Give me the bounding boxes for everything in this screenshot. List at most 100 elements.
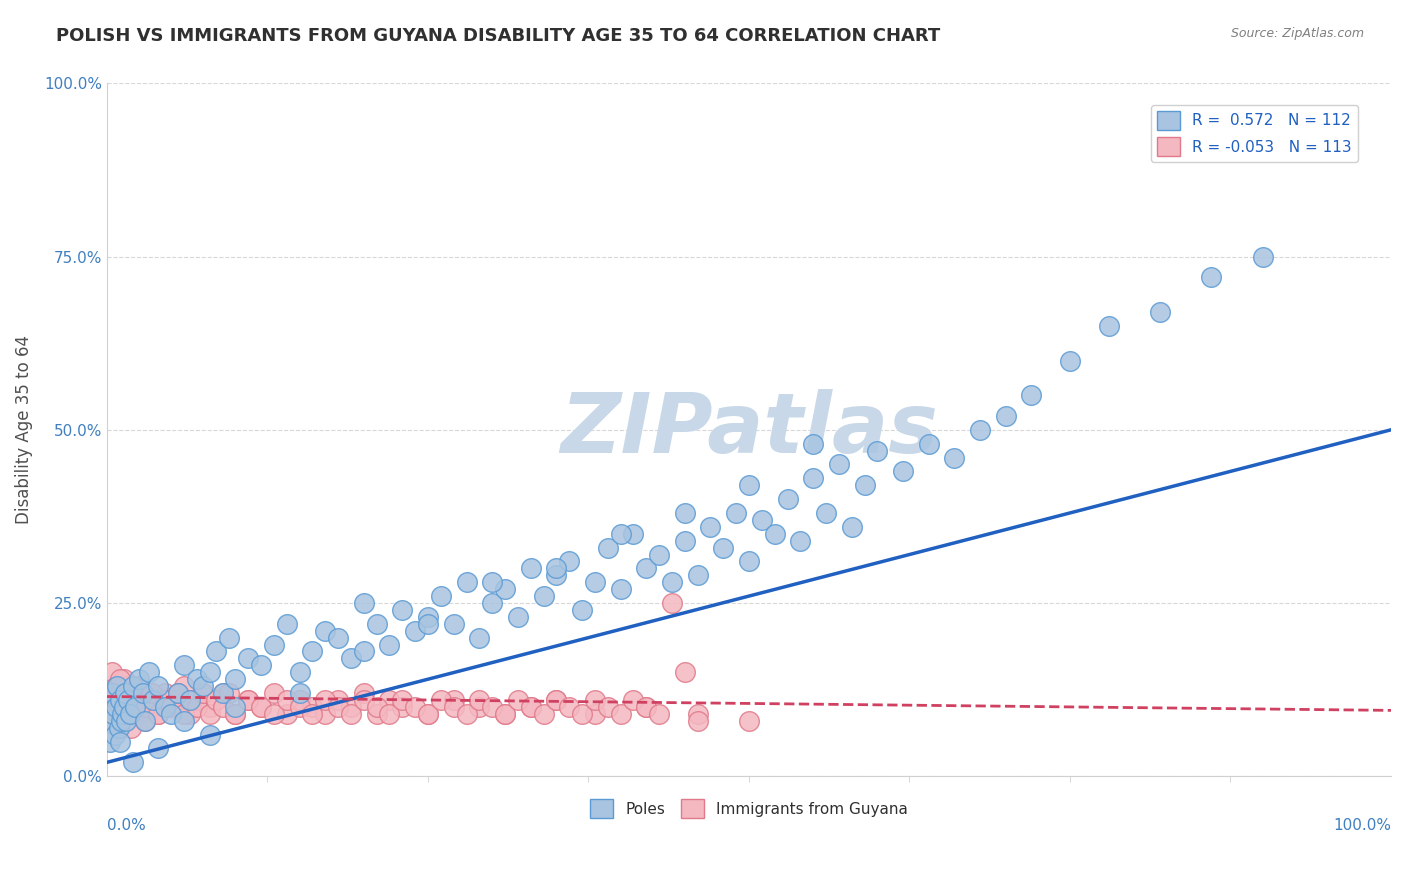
Point [686,706,709,721]
Point [456,575,478,590]
Point [110,706,132,721]
Point [124,700,146,714]
Point [751,513,773,527]
Point [97,700,120,714]
Point [391,693,413,707]
Point [340,651,363,665]
Text: Source: ZipAtlas.com: Source: ZipAtlas.com [1230,27,1364,40]
Point [108,734,131,748]
Point [738,478,761,492]
Point [468,700,491,714]
Point [506,610,529,624]
Point [661,596,683,610]
Point [738,714,761,728]
Point [238,693,260,707]
Point [107,721,129,735]
Point [173,658,195,673]
Point [117,693,139,707]
Point [853,478,876,492]
Point [98,734,121,748]
Point [198,665,221,680]
Point [943,450,966,465]
Point [353,686,375,700]
Point [148,741,170,756]
Point [134,714,156,728]
Point [115,686,138,700]
Point [326,693,349,707]
Point [468,631,491,645]
Point [519,561,541,575]
Point [571,603,593,617]
Point [609,526,631,541]
Point [533,589,555,603]
Point [198,706,221,721]
Point [456,706,478,721]
Point [558,700,581,714]
Point [179,706,201,721]
Point [112,672,135,686]
Point [108,686,131,700]
Point [114,714,136,728]
Point [623,693,645,707]
Point [340,700,363,714]
Point [583,575,606,590]
Point [111,693,134,707]
Point [173,679,195,693]
Point [114,686,136,700]
Point [546,561,568,575]
Point [725,506,748,520]
Point [404,624,426,638]
Point [166,700,188,714]
Point [153,700,176,714]
Point [166,686,188,700]
Point [179,693,201,707]
Point [494,582,516,596]
Point [120,693,142,707]
Point [648,706,671,721]
Point [699,520,721,534]
Point [100,714,122,728]
Point [224,700,246,714]
Point [673,533,696,548]
Point [443,693,465,707]
Point [160,700,183,714]
Point [118,706,141,721]
Point [1199,270,1222,285]
Point [104,728,127,742]
Point [416,706,439,721]
Point [468,693,491,707]
Point [132,686,155,700]
Point [224,672,246,686]
Point [686,714,709,728]
Point [128,672,150,686]
Point [141,700,163,714]
Point [1149,305,1171,319]
Point [326,631,349,645]
Point [866,443,889,458]
Point [891,464,914,478]
Point [378,693,401,707]
Point [263,686,285,700]
Point [546,693,568,707]
Point [276,616,298,631]
Point [101,686,124,700]
Point [353,693,375,707]
Point [378,638,401,652]
Point [801,471,824,485]
Point [160,693,183,707]
Point [711,541,734,555]
Point [120,721,142,735]
Point [596,700,619,714]
Point [110,714,132,728]
Point [148,706,170,721]
Point [120,706,142,721]
Point [153,693,176,707]
Point [238,651,260,665]
Point [481,596,503,610]
Point [100,714,122,728]
Point [111,706,134,721]
Point [211,700,233,714]
Point [673,506,696,520]
Point [288,693,311,707]
Point [198,728,221,742]
